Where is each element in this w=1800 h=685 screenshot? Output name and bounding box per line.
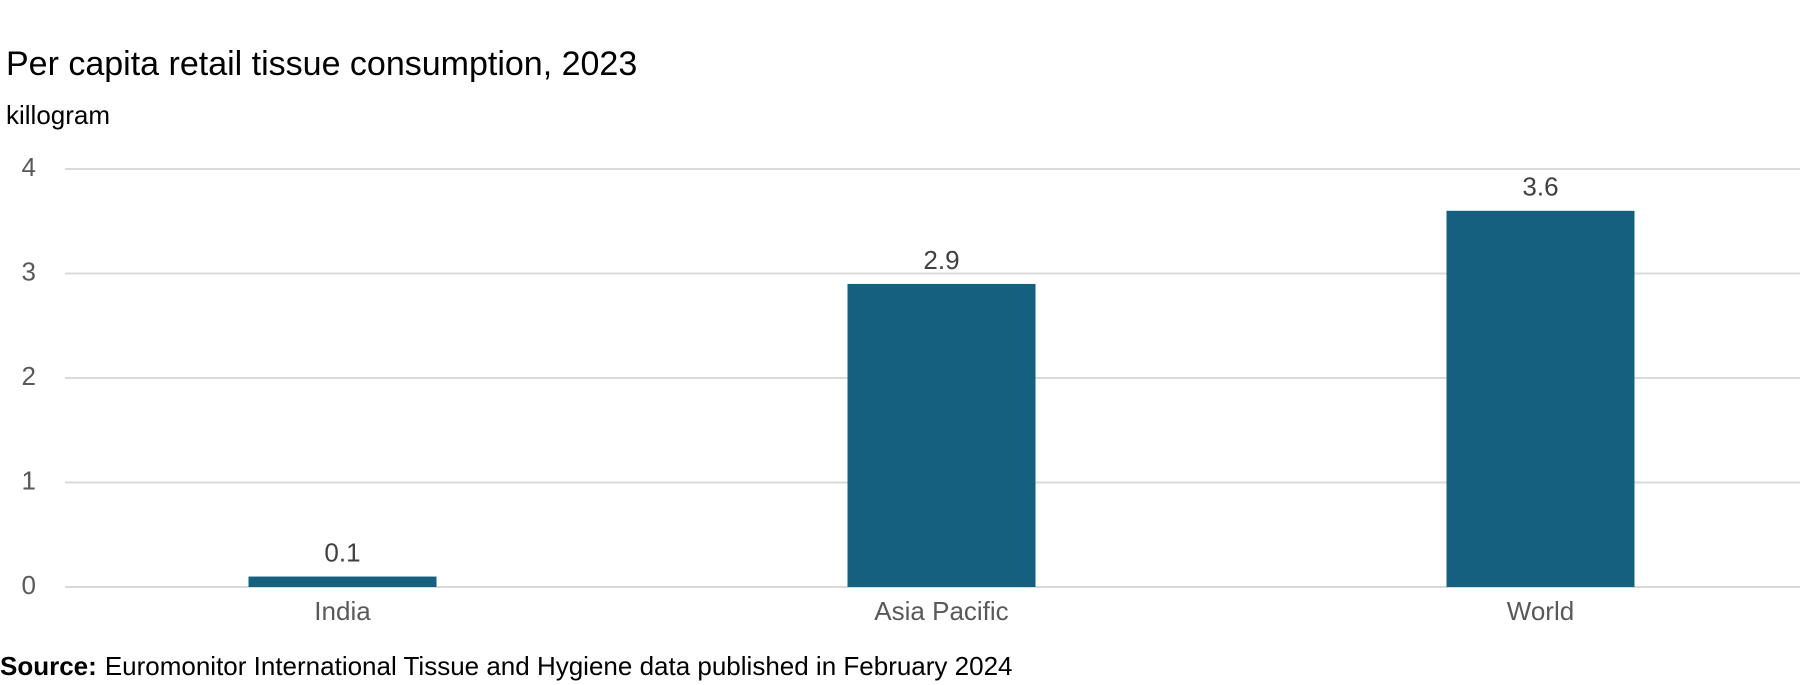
y-tick-label: 0	[22, 570, 36, 600]
source-label: Source:	[0, 651, 97, 681]
source: Source: Euromonitor International Tissue …	[0, 651, 1013, 681]
x-tick-label: India	[314, 596, 371, 626]
x-tick-label: Asia Pacific	[874, 596, 1008, 626]
chart-subtitle: killogram	[6, 100, 110, 130]
y-tick-label: 1	[22, 465, 36, 495]
value-label: 0.1	[324, 537, 360, 567]
source-text: Euromonitor International Tissue and Hyg…	[105, 651, 1013, 681]
y-tick-label: 4	[22, 152, 36, 182]
y-tick-label: 2	[22, 361, 36, 391]
x-tick-label: World	[1507, 596, 1574, 626]
y-tick-label: 3	[22, 256, 36, 286]
chart-title: Per capita retail tissue consumption, 20…	[6, 45, 637, 83]
bar	[847, 283, 1036, 587]
bar	[1446, 210, 1635, 588]
value-label: 3.6	[1522, 172, 1558, 202]
value-label: 2.9	[923, 245, 959, 275]
bar	[248, 576, 437, 587]
